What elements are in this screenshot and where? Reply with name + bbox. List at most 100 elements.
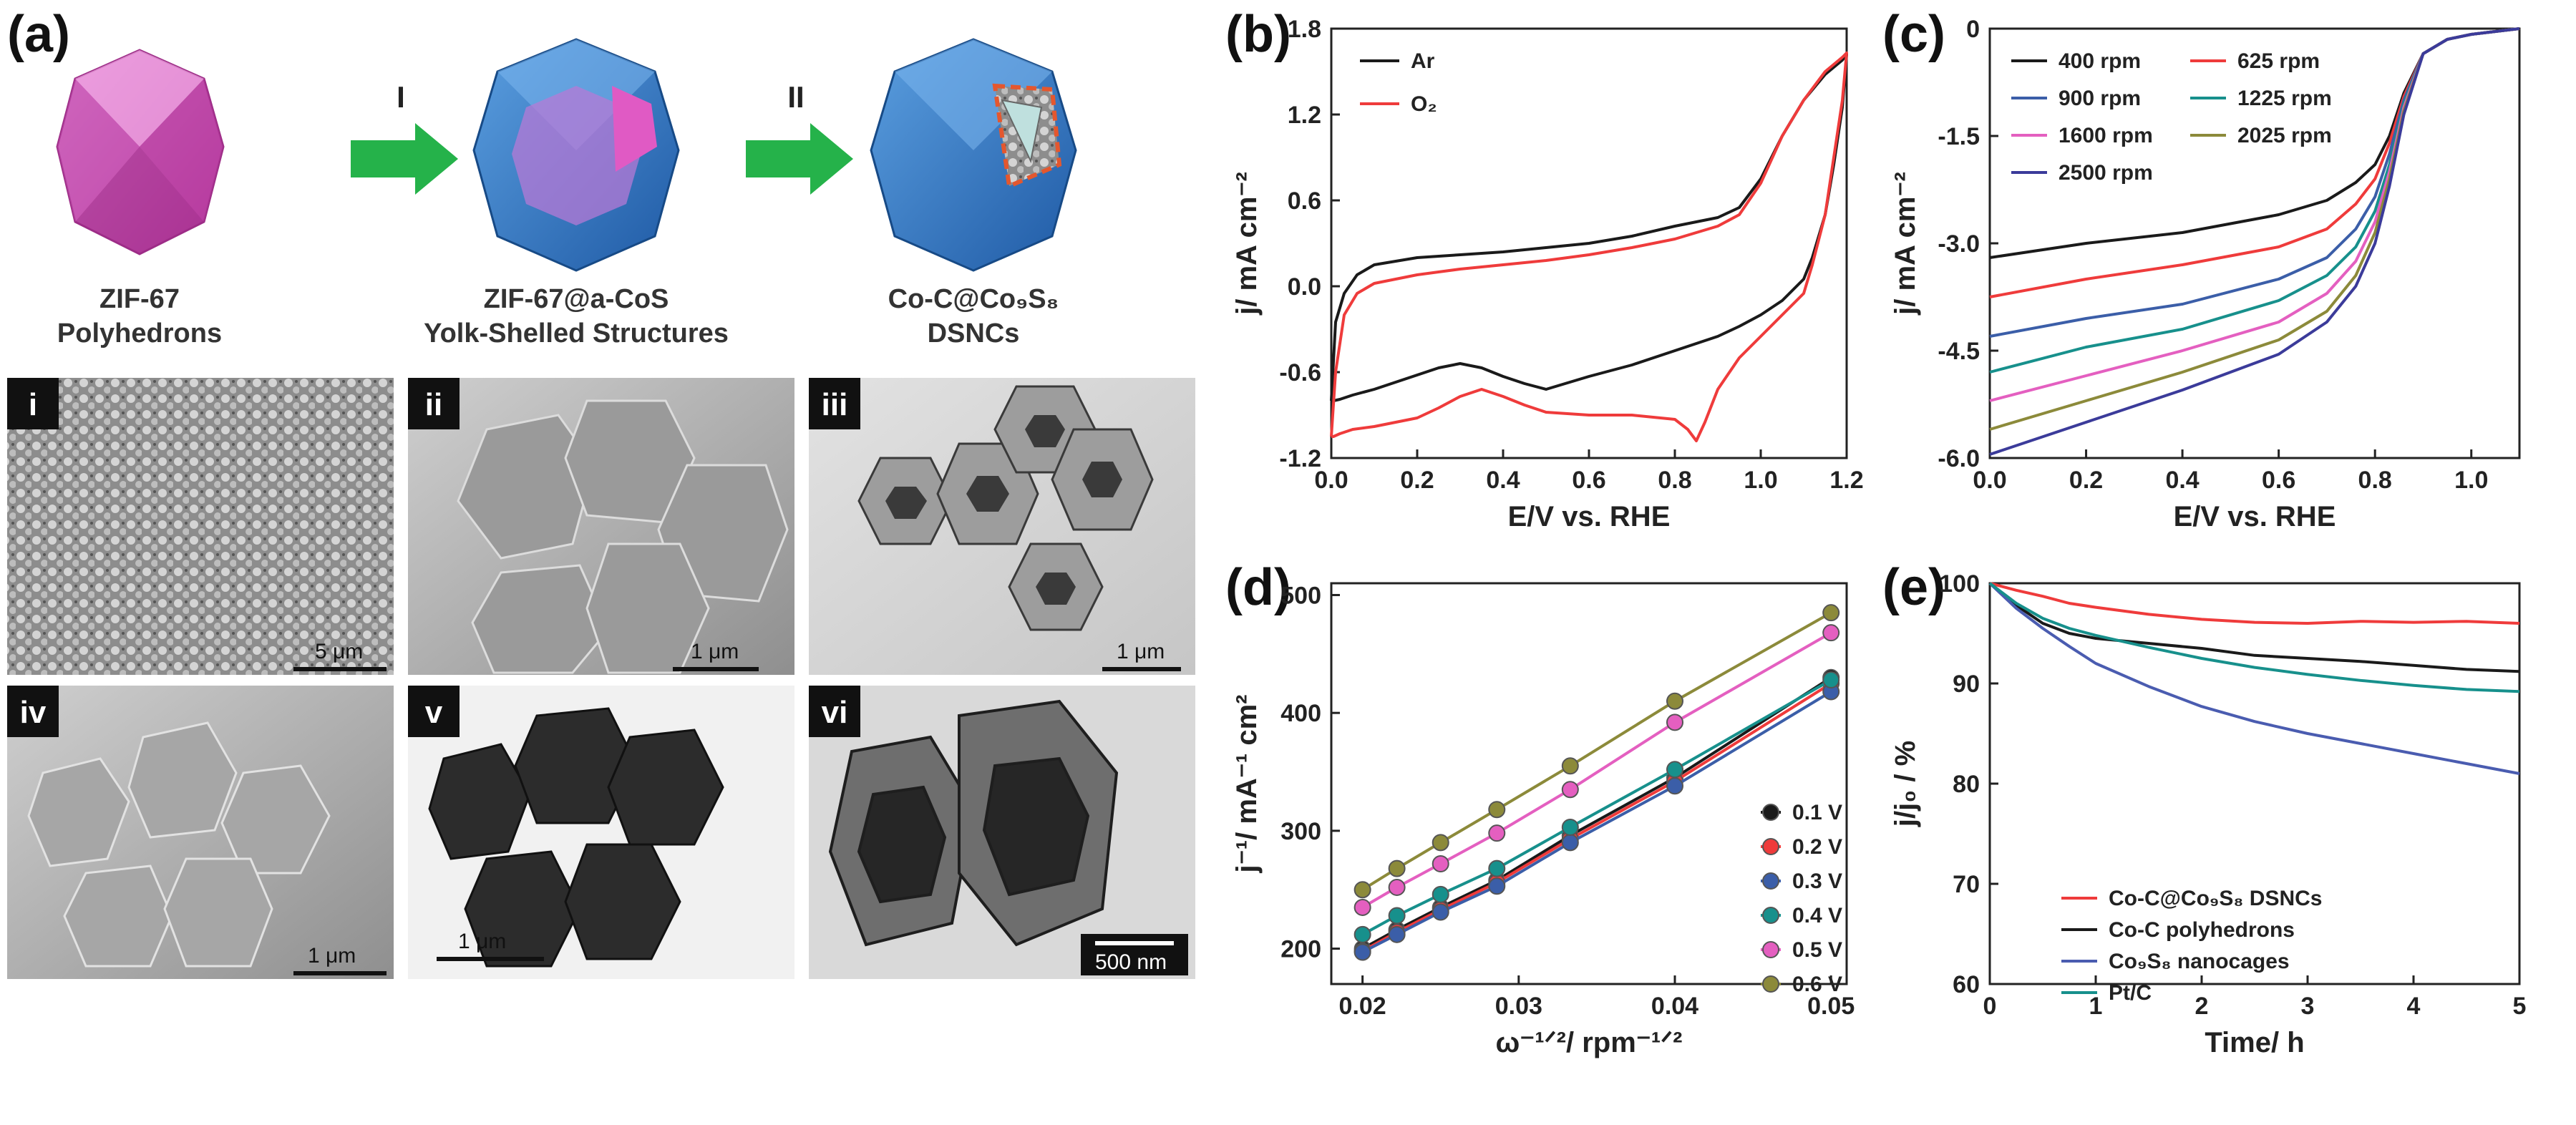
micrograph-vi: vi 500 nm bbox=[809, 686, 1195, 979]
yolk-shell-illustration bbox=[472, 38, 680, 272]
chart-e-x-tick-label: 0 bbox=[1983, 993, 1997, 1020]
chart-c-legend-label: 1225 rpm bbox=[2237, 87, 2332, 110]
chart-d-legend-marker bbox=[1762, 872, 1779, 890]
chart-b-y-tick-label: -1.2 bbox=[1279, 445, 1321, 472]
micrograph-label-i: i bbox=[29, 387, 37, 422]
panel-c-label: (c) bbox=[1882, 6, 1945, 63]
chart-b-x-axis-title: E/V vs. RHE bbox=[1508, 501, 1671, 532]
chart-b-y-tick-label: -0.6 bbox=[1279, 359, 1321, 386]
chart-b-x-tick-label: 0.6 bbox=[1572, 467, 1605, 494]
caption-dsnc-line1: Co-C@Co₉S₈ bbox=[888, 284, 1059, 314]
chart-c-series-1600-rpm-line bbox=[1989, 27, 2520, 402]
chart-d-series-0-3-v-point bbox=[1388, 925, 1406, 943]
chart-d-series-0-4-v-point bbox=[1353, 925, 1371, 943]
chart-d-series-0-6-v-point bbox=[1488, 801, 1506, 819]
panel-b-label: (b) bbox=[1225, 6, 1291, 63]
micrograph-label-v: v bbox=[425, 695, 443, 730]
chart-c-y-tick-label: -6.0 bbox=[1938, 445, 1980, 472]
chart-e-y-tick-label: 90 bbox=[1953, 671, 1980, 698]
chart-b-x-tick-label: 1.0 bbox=[1744, 467, 1777, 494]
dsnc-illustration bbox=[870, 38, 1077, 272]
chart-d-y-axis-title: j⁻¹/ mA⁻¹ cm² bbox=[1231, 695, 1263, 874]
chart-d-legend-label: 0.2 V bbox=[1792, 835, 1842, 859]
chart-c-x-tick-label: 0.4 bbox=[2165, 467, 2199, 494]
micrograph-iv: iv 1 μm bbox=[7, 686, 394, 979]
chart-d-legend-label: 0.4 V bbox=[1792, 904, 1842, 927]
chart-c-y-axis-title: j/ mA cm⁻² bbox=[1890, 172, 1921, 316]
chart-e-y-tick-label: 60 bbox=[1953, 971, 1980, 998]
chart-e-legend-label: Co-C polyhedrons bbox=[2109, 918, 2295, 942]
chart-c-y-tick-label: -3.0 bbox=[1938, 230, 1980, 258]
chart-c-x-tick-label: 0.8 bbox=[2358, 467, 2392, 494]
chart-d-series-0-5-v-point bbox=[1388, 878, 1406, 896]
chart-c-legend-label: 900 rpm bbox=[2059, 87, 2141, 110]
chart-c-legend-label: 400 rpm bbox=[2059, 49, 2141, 73]
chart-d-axes-frame bbox=[1330, 582, 1848, 985]
caption-yolkshell-line2: Yolk-Shelled Structures bbox=[424, 318, 729, 349]
chart-d-series-0-3-v-point bbox=[1432, 903, 1449, 921]
panel-a-label: (a) bbox=[7, 6, 70, 63]
chart-d-legend-marker bbox=[1762, 907, 1779, 924]
chart-c-y-tick-label: 0 bbox=[1966, 16, 1980, 43]
chart-b-y-tick-label: 0.6 bbox=[1288, 188, 1321, 215]
chart-c-legend-label: 2500 rpm bbox=[2059, 161, 2153, 185]
caption-zif67-line2: Polyhedrons bbox=[57, 318, 222, 349]
chart-d-series-0-5-v-point bbox=[1561, 781, 1579, 799]
panel-a: (a) I II bbox=[7, 6, 1195, 979]
micrograph-label-ii: ii bbox=[425, 387, 442, 422]
chart-d-series-0-4-v-point bbox=[1666, 761, 1683, 779]
chart-d-series-0-6-v-point bbox=[1432, 834, 1449, 852]
chart-c-legend-label: 2025 rpm bbox=[2237, 124, 2332, 147]
chart-d-series-0-6-v-point bbox=[1353, 881, 1371, 899]
chart-c-x-tick-label: 0.6 bbox=[2262, 467, 2295, 494]
micrograph-label-iv: iv bbox=[20, 695, 47, 730]
chart-d-series-0-6-v-point bbox=[1822, 604, 1840, 622]
chart-d: 0.02 0.03 0.04 0.05 200 300 400 500 ω⁻¹ᐟ²/ rpm⁻¹… bbox=[1231, 582, 1855, 1058]
chart-d-series-0-5-v-point bbox=[1353, 898, 1371, 916]
chart-d-series-0-6-v-point bbox=[1561, 757, 1579, 775]
scale-label-i: 5 μm bbox=[315, 640, 363, 663]
scale-label-ii: 1 μm bbox=[691, 640, 739, 663]
micrograph-iii: iii 1 μm bbox=[809, 378, 1195, 675]
chart-d-series-0-5-v-point bbox=[1432, 855, 1449, 872]
chart-d-series-0-6-v-point bbox=[1666, 692, 1683, 710]
chart-c-legend-label: 625 rpm bbox=[2237, 49, 2320, 73]
scale-label-iv: 1 μm bbox=[308, 944, 356, 968]
chart-e-series-co-c-polyhedrons-line bbox=[1988, 582, 2520, 673]
chart-d-series-0-4-v-point bbox=[1561, 818, 1579, 836]
chart-e-x-tick-label: 1 bbox=[2089, 993, 2103, 1020]
chart-d-series-0-3-v-point bbox=[1561, 834, 1579, 852]
chart-b-x-tick-label: 0.8 bbox=[1658, 467, 1691, 494]
chart-d-legend-label: 0.6 V bbox=[1792, 973, 1842, 996]
chart-d-series-0-3-v-point bbox=[1488, 877, 1506, 895]
chart-d-series-0-4-v-point bbox=[1488, 859, 1506, 877]
step-arrow-ii: II bbox=[746, 80, 853, 195]
chart-c-x-tick-label: 1.0 bbox=[2454, 467, 2488, 494]
scale-label-iii: 1 μm bbox=[1117, 640, 1165, 663]
chart-e-x-tick-label: 3 bbox=[2301, 993, 2315, 1020]
step-arrow-i: I bbox=[351, 80, 458, 195]
chart-c-x-axis-title: E/V vs. RHE bbox=[2174, 501, 2336, 532]
chart-e-series-pt-c-line bbox=[1988, 582, 2520, 693]
micrograph-label-iii: iii bbox=[822, 387, 848, 422]
panel-e-label: (e) bbox=[1882, 559, 1945, 616]
chart-c-y-tick-label: -1.5 bbox=[1938, 123, 1980, 150]
chart-d-x-tick-label: 0.05 bbox=[1807, 993, 1855, 1020]
chart-b-x-tick-label: 0.0 bbox=[1314, 467, 1348, 494]
chart-d-series-0-4-v-point bbox=[1432, 885, 1449, 903]
chart-d-series-0-4-v-point bbox=[1822, 671, 1840, 689]
chart-b-x-tick-label: 1.2 bbox=[1829, 467, 1863, 494]
step-label-i: I bbox=[397, 80, 405, 114]
chart-e-x-axis-title: Time/ h bbox=[2205, 1027, 2304, 1058]
chart-d-x-tick-label: 0.03 bbox=[1495, 993, 1542, 1020]
chart-e-legend-label: Pt/C bbox=[2109, 981, 2152, 1005]
scale-label-v: 1 μm bbox=[458, 930, 506, 953]
chart-b-series-o-line bbox=[1330, 52, 1848, 442]
scale-label-vi: 500 nm bbox=[1095, 950, 1167, 974]
chart-e-x-tick-label: 4 bbox=[2407, 993, 2421, 1020]
chart-d-y-tick-label: 300 bbox=[1280, 818, 1321, 845]
chart-e-series-co-s-nanocages-line bbox=[1988, 582, 2520, 775]
chart-e-y-tick-label: 80 bbox=[1953, 771, 1980, 798]
panel-d-label: (d) bbox=[1225, 559, 1291, 616]
